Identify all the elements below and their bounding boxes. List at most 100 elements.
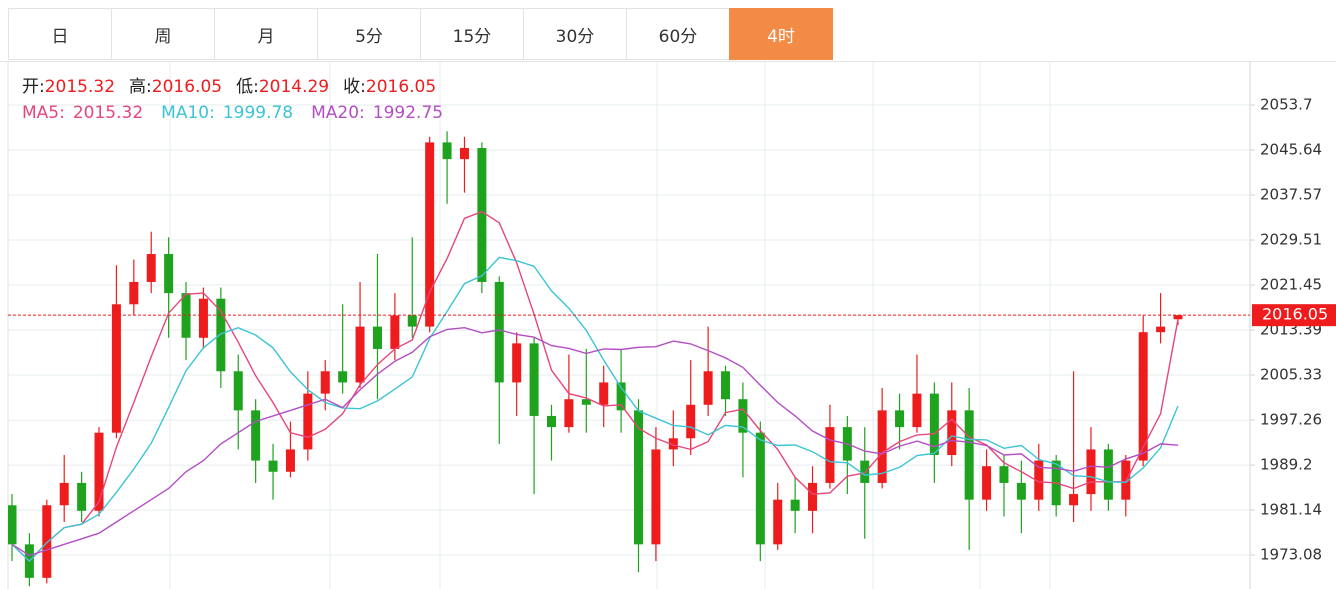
candle-body xyxy=(1016,482,1026,500)
tab[interactable]: 月 xyxy=(214,8,318,60)
tab[interactable]: 60分 xyxy=(626,8,730,60)
candle-body xyxy=(320,371,330,394)
candle-body xyxy=(964,410,974,500)
candle-body xyxy=(1121,460,1131,500)
ohlc-label: 高: xyxy=(129,77,152,97)
ohlc-value: 2016.05 xyxy=(366,77,436,97)
candle-body xyxy=(808,482,818,511)
y-tick-label: 2045.64 xyxy=(1260,140,1322,158)
candle-body xyxy=(912,393,922,428)
candle-body xyxy=(947,410,957,456)
ohlc-label: 收: xyxy=(343,77,366,97)
candle-body xyxy=(929,393,939,456)
plot xyxy=(8,131,1250,587)
candle-body xyxy=(668,438,678,450)
candle-body xyxy=(42,505,52,578)
candle-body xyxy=(146,254,156,282)
candle-body xyxy=(599,382,609,405)
legend-name: MA20: xyxy=(311,103,365,123)
candle-body xyxy=(1069,494,1079,506)
legend-value: 2015.32 xyxy=(73,103,143,123)
tab[interactable]: 30分 xyxy=(523,8,627,60)
candle-body xyxy=(634,410,644,545)
candle-body xyxy=(477,147,487,282)
tab[interactable]: 4时 xyxy=(729,8,833,60)
candle-body xyxy=(459,147,469,160)
candle-body xyxy=(1173,315,1183,320)
tab-bar xyxy=(0,0,1336,62)
h-grid xyxy=(8,104,1250,556)
candle-body xyxy=(1034,460,1044,500)
candle-body xyxy=(529,343,539,416)
candle-body xyxy=(721,371,731,400)
y-tick-label: 2037.57 xyxy=(1260,186,1322,204)
ohlc-value: 2016.05 xyxy=(152,77,222,97)
candle-body xyxy=(8,505,17,545)
tab[interactable]: 15分 xyxy=(420,8,524,60)
candle-body xyxy=(982,466,992,500)
candle-body xyxy=(755,432,765,545)
ohlc-legend: 开:2015.32 高:2016.05 低:2014.29 收:2016.05 xyxy=(22,77,436,97)
candle-body xyxy=(251,410,261,461)
candle-body xyxy=(338,371,348,383)
candle-body xyxy=(285,449,295,472)
candle-body xyxy=(372,326,382,349)
candle-body xyxy=(494,281,504,383)
y-tick-label: 2005.33 xyxy=(1260,366,1322,384)
candle-body xyxy=(546,415,556,428)
candle-body xyxy=(1156,326,1166,333)
candle-body xyxy=(1138,332,1148,461)
ma-line xyxy=(11,256,1179,563)
candle-body xyxy=(651,449,661,545)
candle-body xyxy=(790,499,800,511)
legend-name: MA5: xyxy=(22,103,65,123)
ohlc-label: 开: xyxy=(22,77,45,97)
tab[interactable]: 日 xyxy=(8,8,112,60)
candle-body xyxy=(825,427,835,483)
price-tag-label: 2016.05 xyxy=(1262,305,1328,324)
price-tag xyxy=(1252,304,1336,327)
legend-name: MA10: xyxy=(161,103,215,123)
candle-body xyxy=(616,382,626,411)
candle-body xyxy=(512,343,522,383)
y-tick-label: 1973.08 xyxy=(1260,546,1322,564)
candle-body xyxy=(738,399,748,433)
candle-body xyxy=(1086,449,1096,495)
candle-body xyxy=(303,393,313,450)
candle-body xyxy=(129,281,139,305)
candle-body xyxy=(111,304,121,433)
candle-body xyxy=(390,315,400,349)
candle-body xyxy=(425,142,435,327)
y-tick-label: 2053.7 xyxy=(1260,95,1313,113)
candle-body xyxy=(686,404,696,439)
candle-body xyxy=(703,371,713,405)
candle-body xyxy=(860,460,870,483)
y-tick-label: 1989.2 xyxy=(1260,456,1313,474)
candle-body xyxy=(94,432,104,511)
candle-body xyxy=(233,371,243,411)
tabs: 日周月 5分 15分 30分 60分 4时 xyxy=(8,8,833,60)
ma-line xyxy=(11,326,1179,557)
candle-body xyxy=(442,142,452,160)
candle-body xyxy=(877,410,887,483)
candle-body xyxy=(181,293,191,338)
candle-body xyxy=(355,326,365,383)
candle-body xyxy=(581,399,591,405)
candle-body xyxy=(59,482,69,506)
candle-body xyxy=(77,482,87,511)
legend-value: 1992.75 xyxy=(373,103,443,123)
legend-value: 1999.78 xyxy=(223,103,293,123)
candle-body xyxy=(407,315,417,327)
ma-legend: MA5: 2015.32 MA10: 1999.78 MA20: 1992.75 xyxy=(22,103,443,123)
tab[interactable]: 周 xyxy=(111,8,215,60)
candle-body xyxy=(164,254,174,294)
candle-body xyxy=(216,298,226,372)
candle-body xyxy=(895,410,905,428)
candle-body xyxy=(198,298,208,338)
candle-body xyxy=(773,499,783,545)
ma-line xyxy=(11,210,1179,563)
y-tick-label: 2021.45 xyxy=(1260,276,1322,294)
y-tick-label: 2029.51 xyxy=(1260,231,1322,249)
